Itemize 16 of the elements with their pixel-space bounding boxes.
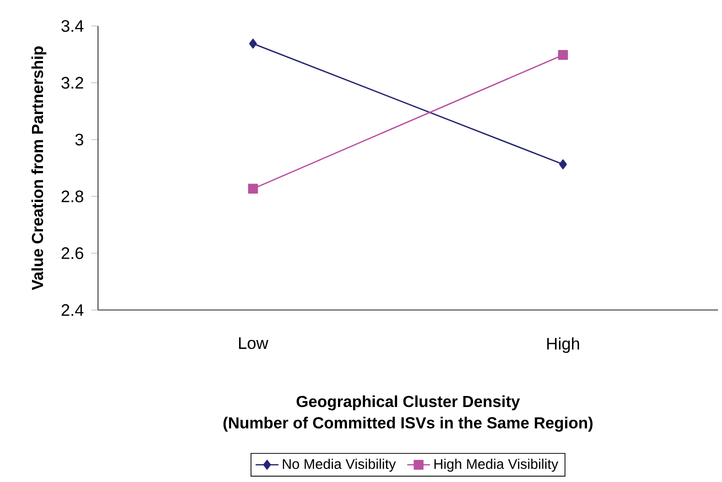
y-tick-label: 3.4 [61,20,84,32]
y-tick-label: 2.6 [62,247,84,260]
point [248,184,258,194]
y-tick-label: 2.8 [62,190,84,202]
point [249,38,257,49]
point [558,50,568,60]
y-axis-title: Value Creation from Partnership [31,46,46,290]
x-tick-label: Low [239,337,268,349]
y-tick-label: 3 [75,134,84,146]
legend-label: No Media Visibility [282,458,396,472]
x-axis-title: Geographical Cluster Density (Number of Committed ISVs in the Same Region) [223,395,593,432]
point [559,159,567,170]
x-tick-label: High [547,337,580,353]
y-tick-label: 2.4 [62,304,84,316]
legend-label: High Media Visibility [434,458,558,472]
y-tick-label: 3.2 [61,76,84,89]
